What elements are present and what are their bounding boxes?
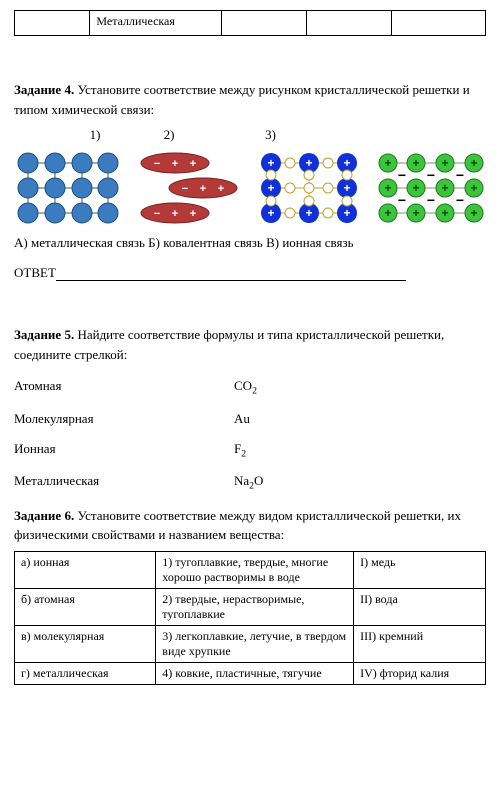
task5-heading: Задание 5. Найдите соответствие формулы … (14, 325, 486, 364)
cell-b: 2) твердые, нерастворимые, тугоплавкие (156, 588, 354, 625)
svg-text:+: + (470, 156, 477, 170)
svg-text:−: − (398, 167, 406, 183)
svg-text:+: + (470, 181, 477, 195)
svg-text:+: + (189, 158, 195, 170)
svg-text:−: − (427, 192, 435, 208)
svg-text:+: + (441, 181, 448, 195)
svg-text:+: + (384, 156, 391, 170)
match-row: Металлическая Na2O (14, 473, 486, 492)
svg-text:+: + (412, 181, 419, 195)
task4-title: Задание 4. (14, 82, 74, 97)
cell-a: б) атомная (15, 588, 156, 625)
match-left: Ионная (14, 441, 234, 460)
svg-text:+: + (344, 156, 351, 170)
svg-text:+: + (199, 183, 205, 195)
figure-3: + + + + + + + + (255, 149, 363, 227)
top-table: Металлическая (14, 10, 486, 36)
svg-text:+: + (306, 156, 313, 170)
cell-b: 3) легкоплавкие, летучие, в твердом виде… (156, 625, 354, 662)
cell-c: II) вода (354, 588, 486, 625)
task5-text: Найдите соответствие формулы и типа крис… (14, 327, 444, 362)
cell-a: г) металлическая (15, 662, 156, 684)
task6-text: Установите соответствие между видом крис… (14, 508, 461, 543)
task6-table: а) ионная 1) тугоплавкие, твердые, многи… (14, 551, 486, 685)
match-right: СО2 (234, 378, 257, 397)
task6-heading: Задание 6. Установите соответствие между… (14, 506, 486, 545)
svg-text:+: + (441, 206, 448, 220)
task4-options: А) металлическая связь Б) ковалентная св… (14, 235, 486, 251)
task4-diagrams: −++ −++ −++ +++ ++ +++ (14, 149, 486, 227)
svg-text:+: + (470, 206, 477, 220)
top-cell-label: Металлическая (90, 11, 222, 36)
svg-text:−: − (398, 192, 406, 208)
svg-text:+: + (268, 156, 275, 170)
svg-text:+: + (189, 208, 195, 220)
task5-title: Задание 5. (14, 327, 74, 342)
task4-text: Установите соответствие между рисунком к… (14, 82, 470, 117)
svg-text:+: + (268, 181, 275, 195)
task4-answer-row: ОТВЕТ (14, 265, 486, 281)
svg-text:−: − (427, 167, 435, 183)
table-row: в) молекулярная 3) легкоплавкие, летучие… (15, 625, 486, 662)
task4-label-4 (323, 127, 403, 143)
cell-a: а) ионная (15, 551, 156, 588)
match-right: F2 (234, 441, 246, 460)
cell-b: 4) ковкие, пластичные, тягучие (156, 662, 354, 684)
table-row: б) атомная 2) твердые, нерастворимые, ту… (15, 588, 486, 625)
match-row: Ионная F2 (14, 441, 486, 460)
cell-c: I) медь (354, 551, 486, 588)
svg-text:−: − (153, 208, 159, 220)
task4-label-3: 3) (218, 127, 323, 143)
task6-title: Задание 6. (14, 508, 74, 523)
match-left: Молекулярная (14, 411, 234, 427)
cell-c: IV) фторид калия (354, 662, 486, 684)
svg-text:+: + (344, 181, 351, 195)
cell-c: III) кремний (354, 625, 486, 662)
match-row: Атомная СО2 (14, 378, 486, 397)
table-row: а) ионная 1) тугоплавкие, твердые, многи… (15, 551, 486, 588)
figure-1 (14, 149, 122, 227)
svg-text:+: + (441, 156, 448, 170)
match-left: Металлическая (14, 473, 234, 492)
cell-a: в) молекулярная (15, 625, 156, 662)
svg-text:+: + (412, 156, 419, 170)
table-row: г) металлическая 4) ковкие, пластичные, … (15, 662, 486, 684)
svg-text:+: + (171, 158, 177, 170)
task4-heading: Задание 4. Установите соответствие между… (14, 80, 486, 119)
svg-text:−: − (181, 183, 187, 195)
match-right: Na2O (234, 473, 263, 492)
svg-text:−: − (456, 192, 464, 208)
svg-text:+: + (217, 183, 223, 195)
task4-label-1: 1) (70, 127, 120, 143)
svg-text:+: + (306, 206, 313, 220)
svg-text:+: + (412, 206, 419, 220)
svg-text:+: + (171, 208, 177, 220)
figure-2: −++ −++ −++ (135, 149, 243, 227)
task5-matches: Атомная СО2 Молекулярная Au Ионная F2 Ме… (14, 378, 486, 492)
match-left: Атомная (14, 378, 234, 397)
svg-text:−: − (153, 158, 159, 170)
svg-text:+: + (268, 206, 275, 220)
svg-text:+: + (344, 206, 351, 220)
task4-label-2: 2) (120, 127, 218, 143)
task4-labels: 1) 2) 3) (14, 127, 486, 143)
svg-text:+: + (384, 181, 391, 195)
svg-text:−: − (456, 167, 464, 183)
svg-text:+: + (384, 206, 391, 220)
figure-4: + + + + + + + + + + + + − − − − − − (376, 149, 486, 227)
task4-answer-label: ОТВЕТ (14, 265, 56, 280)
match-row: Молекулярная Au (14, 411, 486, 427)
task4-answer-line[interactable] (56, 280, 406, 281)
cell-b: 1) тугоплавкие, твердые, многие хорошо р… (156, 551, 354, 588)
match-right: Au (234, 411, 250, 427)
